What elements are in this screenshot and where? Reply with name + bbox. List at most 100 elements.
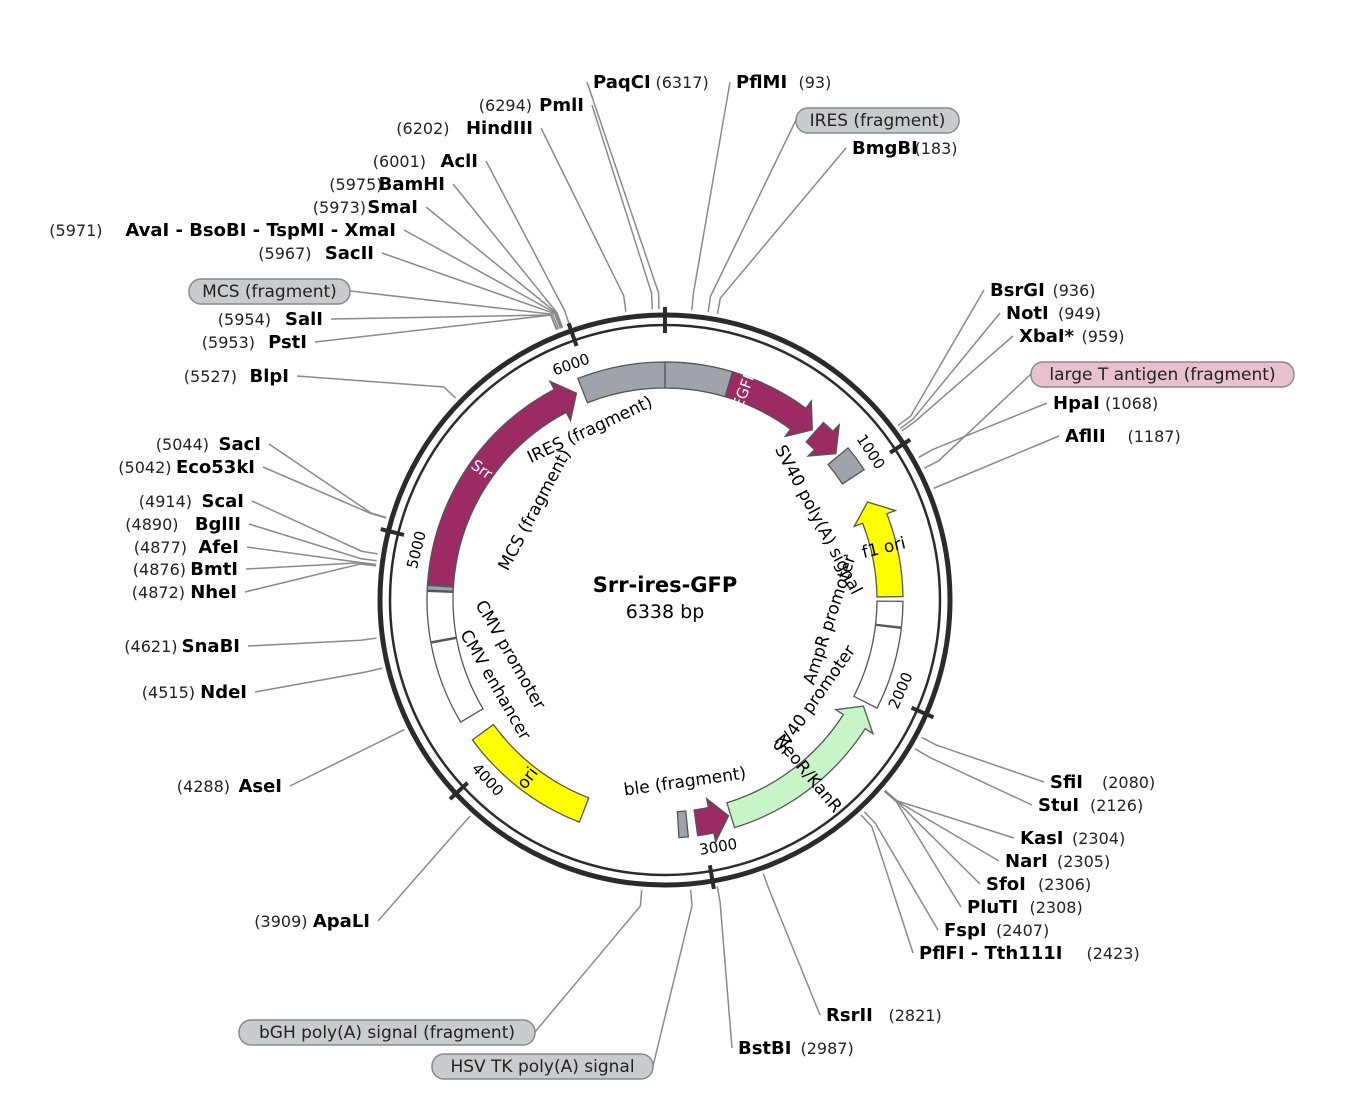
leader-line <box>534 890 643 1033</box>
site-position: (6294) <box>479 96 532 115</box>
center-title: Srr-ires-GFP 6338 bp <box>593 573 738 623</box>
site-position: (4890) <box>125 515 178 534</box>
site-fspi: FspI (2407) <box>944 920 1049 941</box>
site-name: SalI <box>285 309 323 330</box>
site-position: (5975) <box>329 175 382 194</box>
site-position: (4288) <box>177 777 230 796</box>
feature-ampr-promoter <box>874 600 904 628</box>
site-position: (5971) <box>49 221 102 240</box>
leader-line <box>254 667 383 693</box>
site-name: NheI <box>190 582 237 603</box>
tick-5000 <box>380 527 405 537</box>
site-nari: NarI (2305) <box>1005 851 1110 872</box>
site-position: (936) <box>1053 281 1096 300</box>
site-name: BmtI <box>190 559 238 580</box>
feature-cmv-promoter <box>426 590 458 643</box>
tick-label-5000: 5000 <box>403 529 430 570</box>
site-smai: SmaI(5973) <box>313 197 418 218</box>
leader-line <box>883 790 962 908</box>
tick-6000 <box>566 322 579 347</box>
feature-pills: IRES (fragment) large T antigen (fragment… <box>188 107 1295 1080</box>
plasmid-name: Srr-ires-GFP <box>593 573 738 597</box>
site-name: PaqCI <box>593 72 651 93</box>
site-name: PflMI <box>736 72 787 93</box>
site-name: AvaI - BsoBI - TspMI - XmaI <box>125 220 396 241</box>
site-position: (949) <box>1058 304 1101 323</box>
leader-line <box>289 728 405 787</box>
site-name: XbaI* <box>1019 326 1075 347</box>
feature-sv40-promoter <box>853 624 903 709</box>
site-position: (2080) <box>1102 773 1155 792</box>
site-position: (2306) <box>1038 875 1091 894</box>
site-noti: NotI (949) <box>1006 303 1101 324</box>
site-stui: StuI (2126) <box>1038 795 1143 816</box>
pill-background <box>1030 361 1295 388</box>
site-name: AfeI <box>198 537 239 558</box>
leader-line <box>716 147 847 314</box>
plasmid-backbone <box>377 312 953 888</box>
site-pflmi: PflMI (93) <box>736 72 831 93</box>
pill-ires-fragment: IRES (fragment) <box>795 107 960 134</box>
site-name: BglII <box>195 514 241 535</box>
site-name: FspI <box>944 920 987 941</box>
site-position: (2126) <box>1090 796 1143 815</box>
plasmid-length: 6338 bp <box>626 601 705 623</box>
feature-ori <box>471 723 590 823</box>
pill-background <box>188 278 351 305</box>
site-labels: PaqCI (6317) PflMI (93) BmgBI(183) BsrGI (936)… <box>49 72 1180 1059</box>
site-name: BstBI <box>738 1038 791 1059</box>
pill-hsv-tk-poly-a-signal: HSV TK poly(A) signal <box>431 1053 654 1080</box>
tick-4000 <box>448 781 469 801</box>
pill-label: HSV TK poly(A) signal <box>450 1057 634 1077</box>
site-acli: AclI (6001) <box>373 151 478 172</box>
site-position: (2304) <box>1072 829 1125 848</box>
leader-line <box>921 736 1045 783</box>
site-name: SmaI <box>367 197 418 218</box>
leader-line <box>251 500 378 555</box>
leader-line <box>918 402 1048 459</box>
site-name: NotI <box>1006 303 1049 324</box>
site-name: AflII <box>1065 426 1106 447</box>
site-nhei: NheI (4872) <box>132 582 237 603</box>
site-position: (959) <box>1082 327 1125 346</box>
site-avai-bsobi-tspmi-xmai: AvaI - BsoBI - TspMI - XmaI (5971) <box>49 220 396 241</box>
site-position: (1187) <box>1128 427 1181 446</box>
leader-line <box>762 873 821 1016</box>
site-name: SfoI <box>986 874 1026 895</box>
site-position: (4515) <box>142 683 195 702</box>
site-position: (4914) <box>139 492 192 511</box>
site-name: PstI <box>268 332 307 353</box>
leader-line <box>884 790 1000 862</box>
pill-label: bGH poly(A) signal (fragment) <box>259 1023 515 1043</box>
site-psti: PstI (5953) <box>202 332 307 353</box>
site-name: BlpI <box>250 366 289 387</box>
tick-label-3000: 3000 <box>698 835 739 859</box>
site-position: (183) <box>915 139 958 158</box>
site-name: BmgBI <box>852 138 918 159</box>
site-name: Eco53kI <box>176 457 255 478</box>
pill-label: IRES (fragment) <box>810 111 946 131</box>
site-position: (2423) <box>1087 944 1140 963</box>
site-position: (1068) <box>1105 394 1158 413</box>
site-bglii: BglII (4890) <box>125 514 241 535</box>
site-afei: AfeI (4877) <box>134 537 239 558</box>
feature-ires-fragment-b <box>664 361 734 398</box>
leader-line <box>540 127 627 312</box>
pill-background <box>431 1053 654 1080</box>
site-bstbi: BstBI (2987) <box>738 1038 854 1059</box>
site-saci: SacI (5044) <box>156 434 261 455</box>
site-name: ApaLI <box>313 911 370 932</box>
site-name: SacI <box>219 434 261 455</box>
site-bmti: BmtI(4876) <box>133 559 238 580</box>
site-snabi: SnaBI (4621) <box>124 636 240 657</box>
feature-sv40-poly-a-signal-box <box>827 446 866 485</box>
site-sfii: SfiI (2080) <box>1050 772 1155 793</box>
leader-line <box>860 814 914 954</box>
site-position: (2987) <box>801 1039 854 1058</box>
site-bsrgi: BsrGI (936) <box>990 280 1096 301</box>
feature-neor-kanr <box>726 705 875 829</box>
leader-line <box>349 290 560 330</box>
pill-bgh-poly-a-signal-fragment: bGH poly(A) signal (fragment) <box>238 1019 536 1046</box>
tick-3000 <box>707 864 716 890</box>
